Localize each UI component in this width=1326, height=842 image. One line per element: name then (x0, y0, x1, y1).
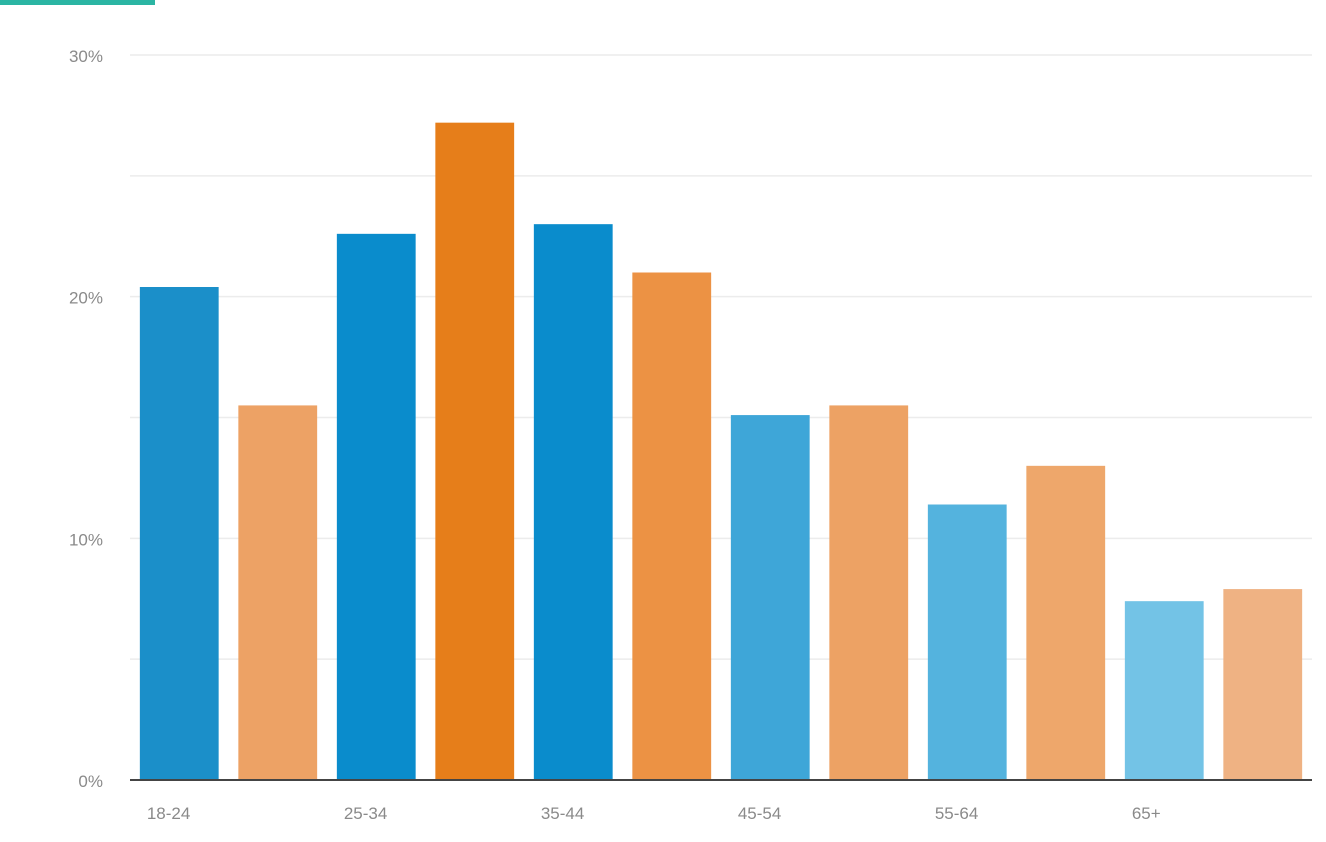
x-tick-label: 45-54 (738, 804, 781, 823)
bar-65+-series-1 (1124, 601, 1204, 780)
bar-45-54-series-2 (829, 405, 909, 780)
x-tick-label: 65+ (1132, 804, 1161, 823)
x-tick-label: 35-44 (541, 804, 584, 823)
bar-55-64-series-1 (927, 504, 1007, 780)
x-tick-label: 18-24 (147, 804, 190, 823)
gridlines (130, 54, 1312, 660)
y-axis-ticks: 0% 10% 20% 30% (69, 47, 103, 791)
x-tick-label: 25-34 (344, 804, 387, 823)
bar-25-34-series-1 (336, 233, 416, 781)
bar-55-64-series-2 (1026, 465, 1106, 780)
bar-65+-series-2 (1223, 589, 1303, 780)
y-tick-label: 10% (69, 530, 103, 549)
bar-18-24-series-2 (238, 405, 318, 780)
y-tick-label: 0% (78, 772, 103, 791)
bars (139, 122, 1303, 781)
y-tick-label: 30% (69, 47, 103, 66)
top-accent-bar (0, 0, 155, 5)
x-axis-ticks: 18-24 25-34 35-44 45-54 55-64 65+ (147, 804, 1161, 823)
x-tick-label: 55-64 (935, 804, 978, 823)
y-tick-label: 20% (69, 289, 103, 308)
bar-25-34-series-2 (435, 122, 515, 780)
bar-18-24-series-1 (139, 287, 219, 780)
bar-45-54-series-1 (730, 415, 810, 780)
bar-35-44-series-1 (533, 224, 613, 780)
bar-35-44-series-2 (632, 272, 712, 780)
